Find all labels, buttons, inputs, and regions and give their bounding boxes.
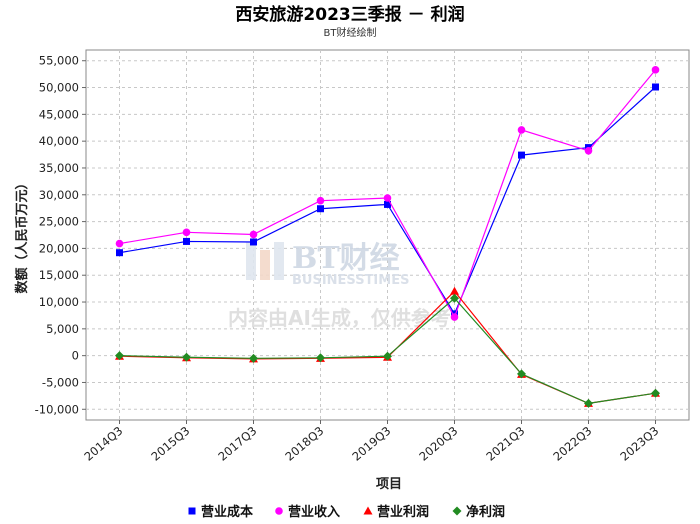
watermark-logo-bar2-icon bbox=[274, 242, 284, 280]
x-tick-label: 2018Q3 bbox=[282, 424, 326, 464]
data-point bbox=[450, 293, 459, 303]
legend-marker bbox=[275, 507, 283, 515]
data-point bbox=[316, 196, 325, 205]
legend-item: 净利润 bbox=[452, 504, 505, 520]
y-tick-label: 0 bbox=[72, 349, 79, 363]
data-point bbox=[517, 126, 526, 134]
data-point bbox=[182, 228, 191, 237]
data-point bbox=[182, 352, 191, 362]
y-axis-ticks: -10,000 -5,000 0 5,000 10,000 15,000 20,000 25,… bbox=[35, 54, 86, 416]
data-point bbox=[450, 286, 459, 295]
legend-item: 营业成本 bbox=[188, 504, 253, 520]
watermark-notice: 内容由AI生成，仅供参考 bbox=[228, 306, 451, 330]
y-tick-label: 30,000 bbox=[39, 188, 79, 202]
data-point bbox=[249, 230, 258, 239]
watermark-logo-dot-icon bbox=[260, 250, 270, 280]
data-point bbox=[249, 353, 258, 363]
data-point bbox=[115, 351, 124, 361]
y-tick-label: 35,000 bbox=[39, 161, 79, 175]
data-point bbox=[183, 237, 190, 245]
y-tick-label: -10,000 bbox=[35, 402, 79, 416]
x-tick-label: 2021Q3 bbox=[483, 424, 527, 464]
data-point bbox=[250, 238, 257, 246]
watermark-logo-text: BT财经 bbox=[292, 241, 400, 276]
x-tick-label: 2014Q3 bbox=[81, 424, 125, 464]
legend-marker bbox=[363, 506, 373, 515]
data-point bbox=[450, 313, 459, 321]
watermark-logo-bar-icon bbox=[246, 242, 256, 280]
data-point bbox=[384, 200, 391, 208]
x-tick-label: 2017Q3 bbox=[215, 424, 259, 464]
legend-marker bbox=[452, 506, 462, 516]
data-point bbox=[383, 194, 392, 202]
data-point bbox=[116, 249, 123, 257]
y-tick-label: 10,000 bbox=[39, 295, 79, 309]
legend-label: 营业收入 bbox=[288, 504, 340, 520]
y-axis-label: 数额（人民币万元） bbox=[14, 176, 30, 293]
y-tick-label: -5,000 bbox=[42, 375, 79, 389]
series-lines bbox=[115, 66, 660, 408]
legend-marker bbox=[188, 507, 196, 515]
data-point bbox=[651, 388, 660, 398]
legend-label: 净利润 bbox=[466, 504, 505, 520]
y-tick-label: 55,000 bbox=[39, 54, 79, 68]
watermark: BT财经 BUSINESSTIMES 内容由AI生成，仅供参考 bbox=[228, 241, 451, 330]
x-axis-ticks: 2014Q3 2015Q3 2017Q3 2018Q3 2019Q3 2020Q3 2021… bbox=[81, 420, 661, 464]
data-point bbox=[584, 398, 593, 408]
data-point bbox=[317, 205, 324, 213]
data-point bbox=[518, 151, 525, 159]
data-point bbox=[652, 83, 659, 91]
x-axis-label: 项目 bbox=[376, 477, 402, 492]
legend-item: 营业收入 bbox=[275, 504, 340, 520]
x-tick-label: 2015Q3 bbox=[148, 424, 192, 464]
x-tick-label: 2022Q3 bbox=[550, 424, 594, 464]
legend: 营业成本 营业收入 营业利润 净利润 bbox=[188, 504, 505, 520]
data-point bbox=[517, 369, 526, 379]
x-tick-label: 2019Q3 bbox=[349, 424, 393, 464]
legend-label: 营业成本 bbox=[201, 504, 253, 520]
chart-title: 西安旅游2023三季报 － 利润 bbox=[235, 4, 464, 25]
y-tick-label: 50,000 bbox=[39, 81, 79, 95]
y-tick-label: 25,000 bbox=[39, 215, 79, 229]
data-point bbox=[584, 147, 593, 155]
data-point bbox=[115, 239, 124, 248]
y-tick-label: 15,000 bbox=[39, 268, 79, 282]
series-4 bbox=[115, 293, 660, 408]
data-point bbox=[651, 66, 660, 74]
series-2 bbox=[115, 66, 660, 321]
y-tick-label: 45,000 bbox=[39, 107, 79, 121]
y-tick-label: 5,000 bbox=[46, 322, 79, 336]
legend-label: 营业利润 bbox=[377, 504, 429, 520]
legend-item: 营业利润 bbox=[363, 504, 429, 520]
chart-subtitle: BT财经绘制 bbox=[324, 26, 377, 39]
data-point bbox=[383, 351, 392, 361]
x-tick-label: 2023Q3 bbox=[617, 424, 661, 464]
data-point bbox=[316, 353, 325, 363]
watermark-logo-sub: BUSINESSTIMES bbox=[292, 273, 409, 288]
x-tick-label: 2020Q3 bbox=[416, 424, 460, 464]
y-tick-label: 40,000 bbox=[39, 134, 79, 148]
y-tick-label: 20,000 bbox=[39, 241, 79, 255]
